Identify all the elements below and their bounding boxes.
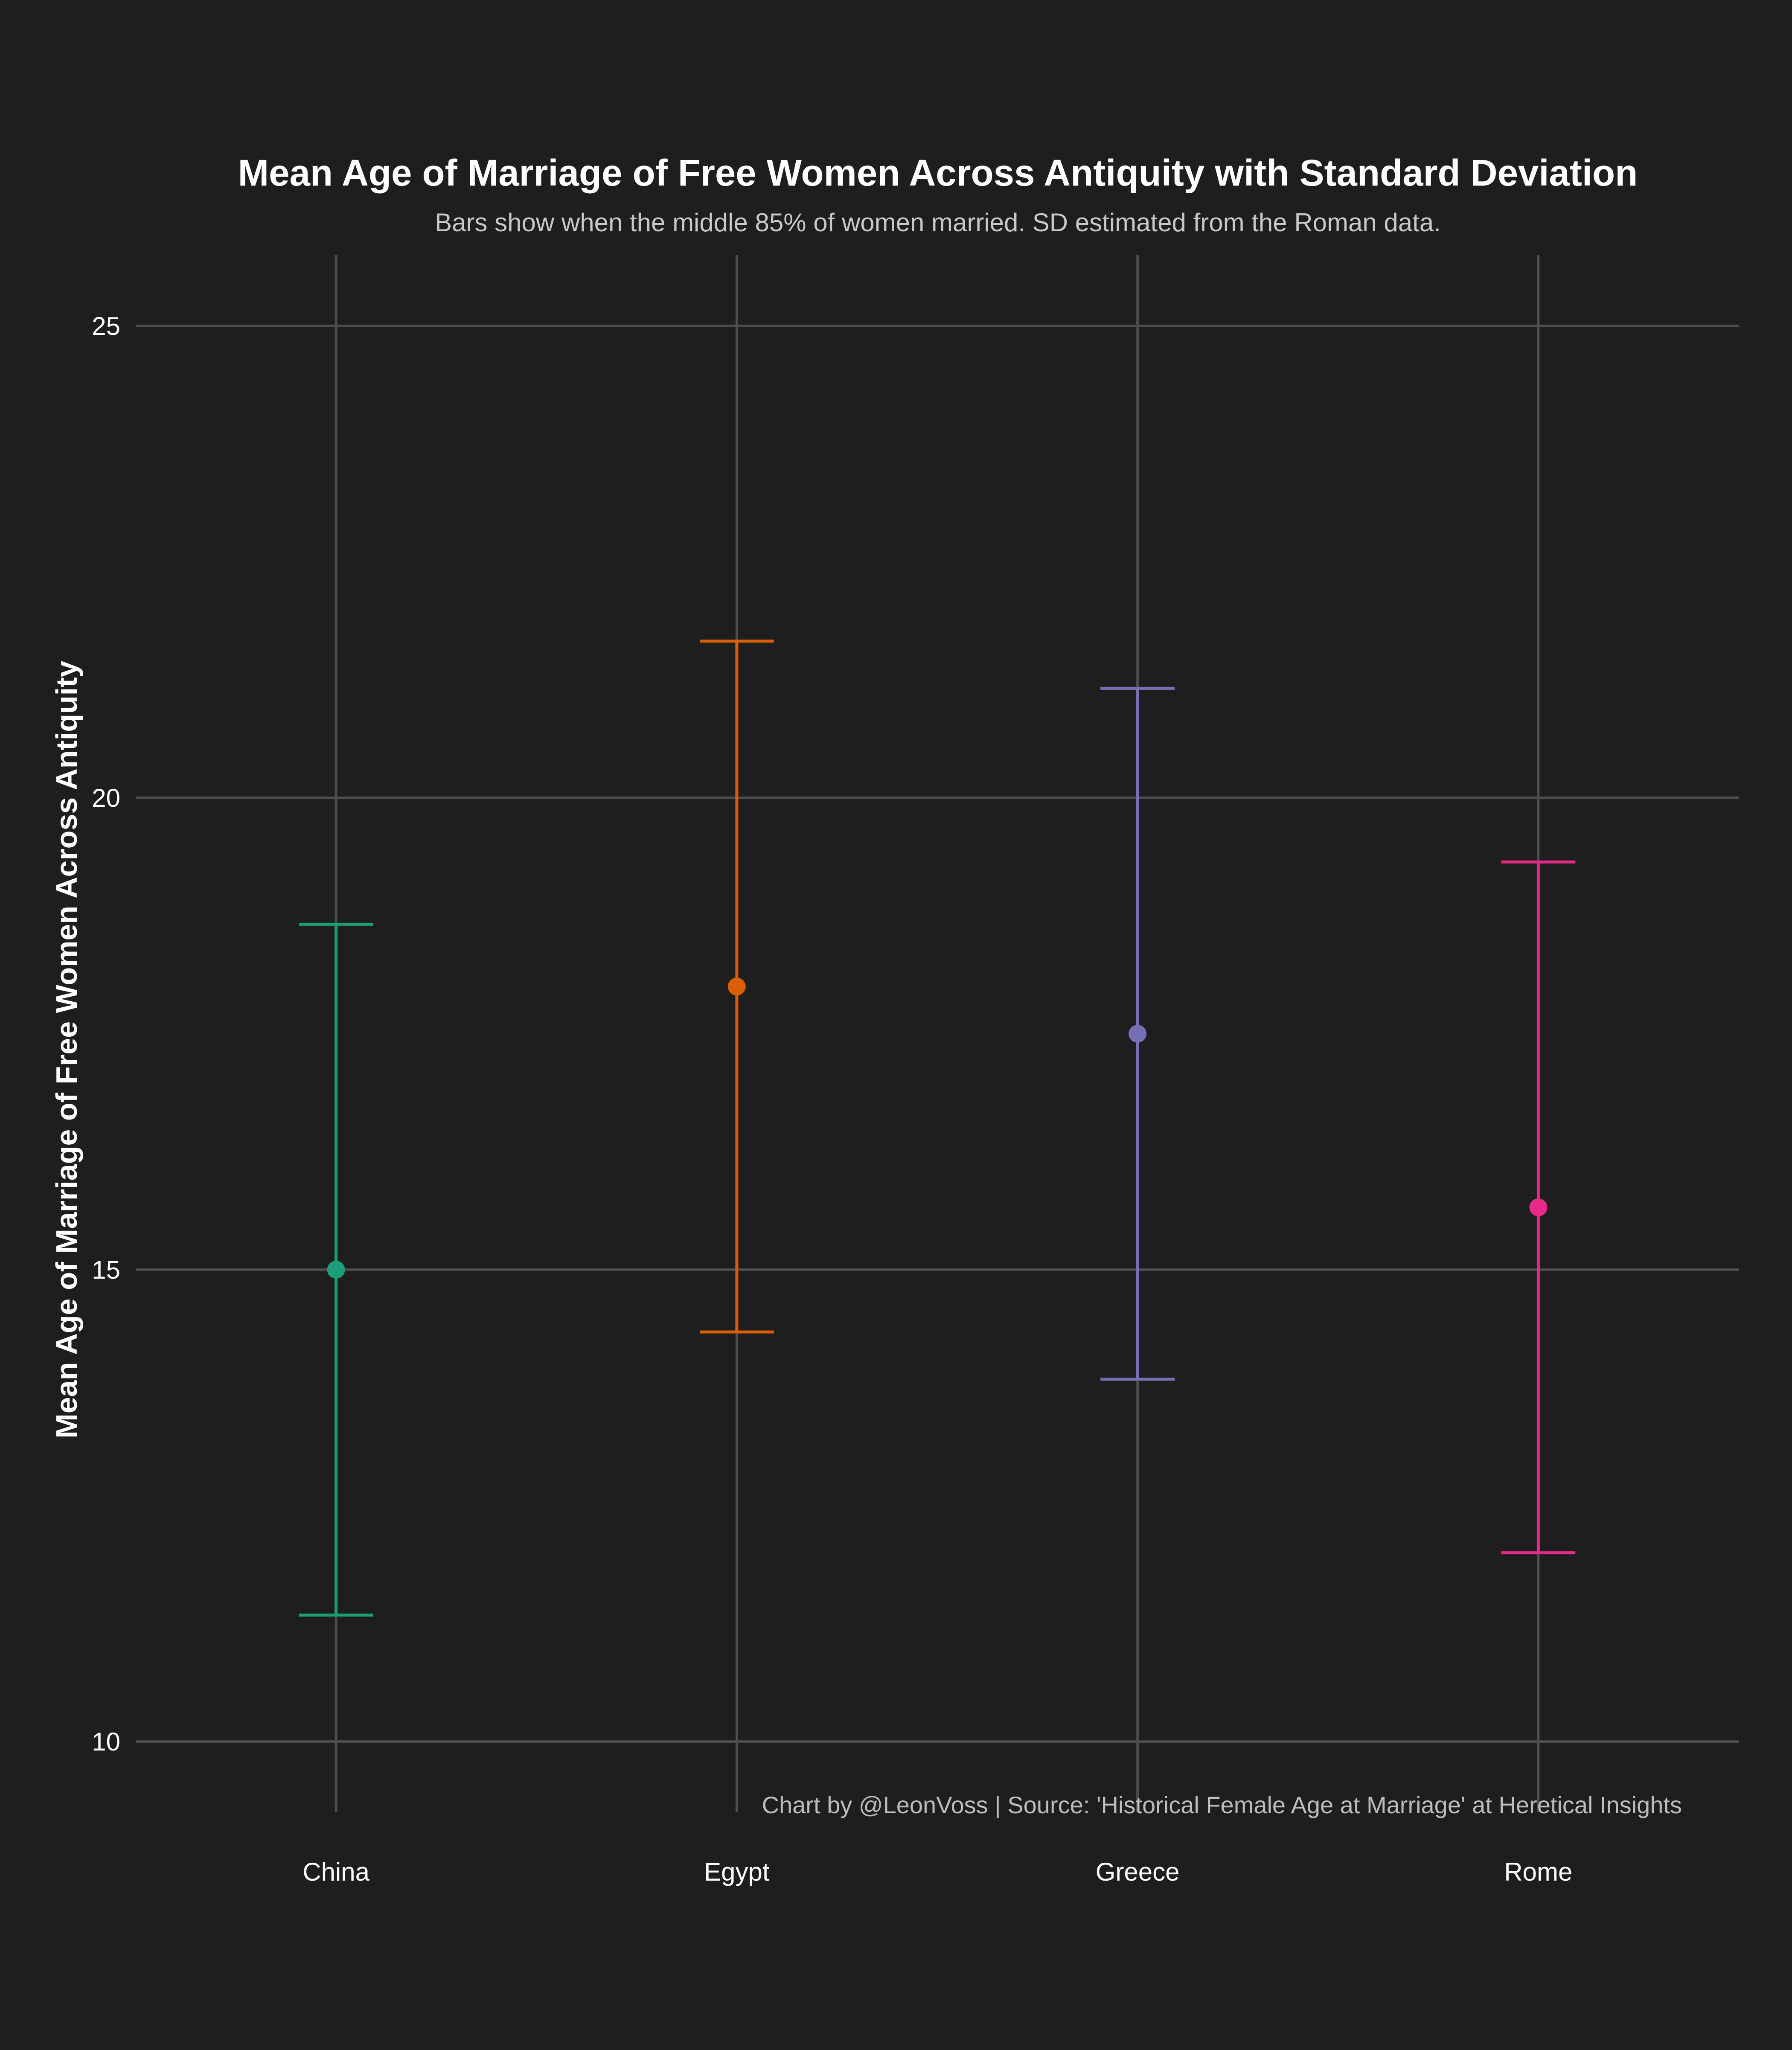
x-tick-label-rome: Rome	[1504, 1858, 1572, 1886]
y-tick-label-25: 25	[92, 312, 120, 340]
errorbar-china	[299, 922, 373, 1617]
y-tick-label-20: 20	[92, 784, 120, 812]
chart-subtitle: Bars show when the middle 85% of women m…	[435, 208, 1441, 237]
mean-point-egypt	[727, 977, 746, 996]
x-tick-label-china: China	[303, 1858, 369, 1886]
errorbar-egypt	[699, 640, 774, 1334]
chart-title: Mean Age of Marriage of Free Women Acros…	[238, 152, 1638, 194]
y-axis-title: Mean Age of Marriage of Free Women Acros…	[50, 660, 83, 1438]
errorbar-rome	[1501, 860, 1576, 1555]
mean-point-china	[327, 1261, 345, 1279]
mean-point-greece	[1129, 1025, 1147, 1043]
y-tick-label-15: 15	[92, 1256, 120, 1284]
x-tick-label-egypt: Egypt	[704, 1858, 770, 1886]
mean-point-rome	[1529, 1198, 1548, 1217]
grid-layer	[136, 255, 1739, 1812]
errorbar-greece	[1100, 686, 1175, 1381]
x-tick-label-greece: Greece	[1096, 1858, 1180, 1886]
label-layer: 10 15 20 25 China Egypt Greece Rome	[92, 312, 1572, 1886]
y-tick-label-10: 10	[92, 1727, 120, 1756]
chart-caption: Chart by @LeonVoss | Source: 'Historical…	[762, 1791, 1682, 1818]
mark-layer	[299, 640, 1576, 1617]
